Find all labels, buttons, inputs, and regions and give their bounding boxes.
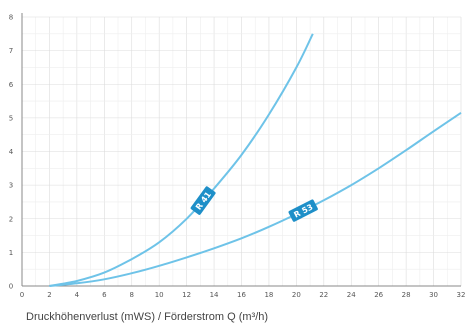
series-line-0 [49, 33, 314, 287]
x-tick-label: 30 [429, 291, 438, 299]
curve-label-0: R 41 [190, 186, 216, 215]
x-tick-label: 12 [182, 291, 191, 299]
x-tick-label: 20 [292, 291, 301, 299]
x-tick-label: 10 [155, 291, 164, 299]
x-tick-label: 18 [264, 291, 273, 299]
x-axis-label: Druckhöhenverlust (mWS) / Förderstrom Q … [26, 311, 269, 323]
x-tick-label: 22 [319, 291, 328, 299]
x-tick-label: 8 [130, 291, 134, 299]
y-tick-label: 5 [9, 114, 13, 122]
x-tick-label: 4 [75, 291, 80, 299]
y-tick-label: 1 [9, 249, 13, 257]
curve-label-badge [190, 186, 216, 215]
curves [49, 33, 462, 287]
y-tick-label: 0 [9, 283, 13, 291]
y-tick-label: 2 [9, 215, 13, 223]
series-line-1 [49, 111, 462, 287]
axes [21, 13, 461, 287]
x-tick-label: 0 [20, 291, 24, 299]
x-tick-label: 16 [237, 291, 246, 299]
x-tick-label: 14 [210, 291, 219, 299]
x-tick-label: 32 [457, 291, 465, 299]
x-tick-label: 6 [102, 291, 107, 299]
curve-labels: R 41 R 53 [190, 186, 318, 222]
curve-label-badge [288, 199, 318, 222]
x-tick-label: 28 [402, 291, 411, 299]
y-tick-label: 8 [9, 14, 13, 22]
x-tick-label: 2 [47, 291, 51, 299]
y-tick-label: 4 [9, 148, 14, 156]
x-tick-label: 24 [347, 291, 356, 299]
y-tick-label: 6 [9, 81, 14, 89]
grid [21, 16, 462, 287]
x-tick-label: 26 [374, 291, 383, 299]
y-tick-label: 3 [9, 182, 13, 190]
y-tick-label: 7 [9, 47, 13, 55]
